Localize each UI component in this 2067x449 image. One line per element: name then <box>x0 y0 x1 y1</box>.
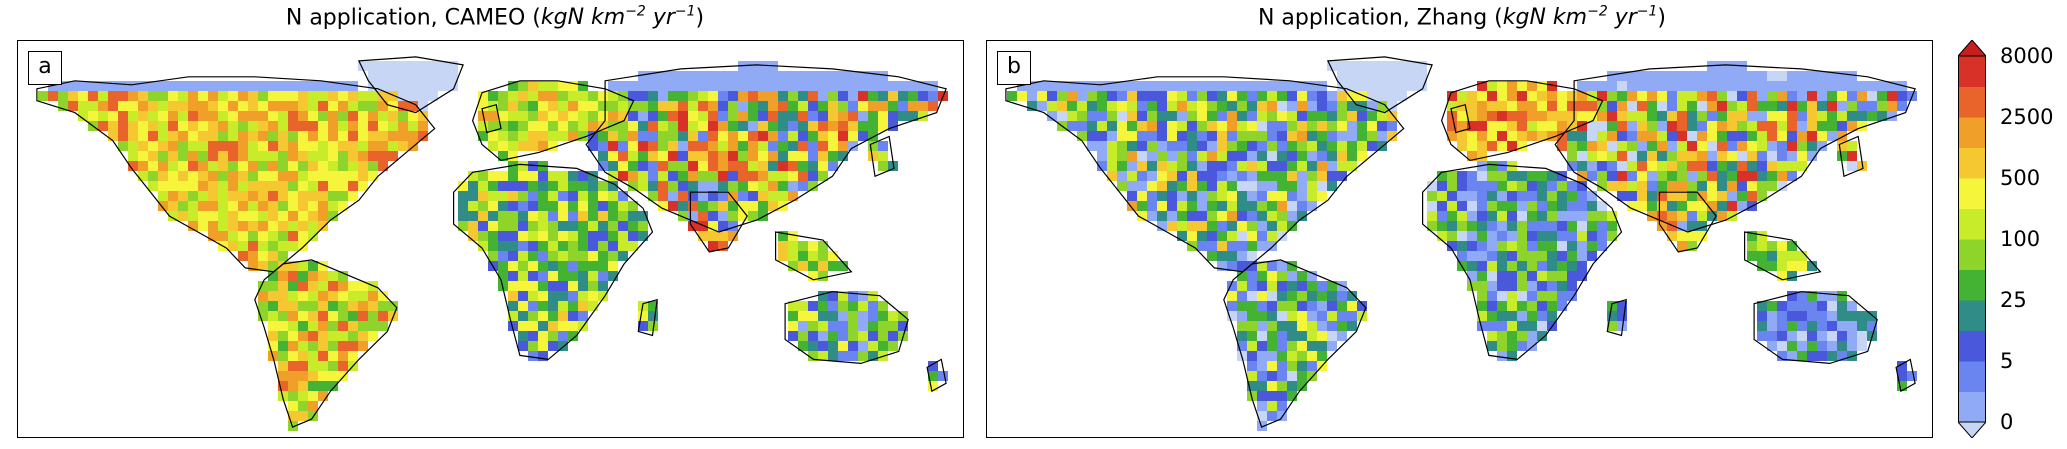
colorbar-segment <box>1958 239 1986 270</box>
coastline <box>453 163 654 361</box>
coastline <box>774 231 853 281</box>
colorbar-segment <box>1958 56 1986 87</box>
coastline <box>1658 191 1717 253</box>
colorbar-tick-label: 500 <box>2000 166 2041 190</box>
colorbar-segment <box>1958 147 1986 179</box>
colorbar-tick-label: 8000 <box>2000 44 2054 68</box>
coastline <box>1838 135 1864 178</box>
map-grid-cells <box>1007 61 1917 431</box>
colorbar-segment <box>1958 300 1986 331</box>
coastline <box>471 80 635 162</box>
colorbar-tick-label: 2500 <box>2000 105 2054 129</box>
coastline <box>926 358 947 393</box>
coastline <box>585 64 947 233</box>
world-map-cameo <box>36 56 948 431</box>
coastline <box>357 56 464 114</box>
coastline <box>869 135 895 178</box>
coastline <box>1440 80 1604 162</box>
colorbar-segment <box>1958 391 1986 423</box>
coastline <box>689 191 748 253</box>
colorbar-segment <box>1958 208 1986 240</box>
panel-letter-a: a <box>28 51 62 85</box>
coastline <box>1422 163 1623 361</box>
coastline <box>254 259 398 428</box>
coastline <box>1753 291 1878 365</box>
colorbar-extend-max <box>1958 40 1986 57</box>
map-panel-b: b <box>986 40 1933 438</box>
colorbar-segment <box>1958 86 1986 118</box>
coastline <box>36 76 436 273</box>
coastline <box>1223 259 1367 428</box>
panel-letter-b: b <box>997 51 1031 85</box>
colorbar-segment <box>1958 330 1986 362</box>
colorbar-tick-label: 25 <box>2000 288 2027 312</box>
colorbar-segment <box>1958 361 1986 392</box>
colorbar-outline <box>1958 55 1986 423</box>
map-panel-a: a <box>17 40 964 438</box>
colorbar-segment <box>1958 117 1986 148</box>
colorbar-tick-label: 100 <box>2000 227 2041 251</box>
coastline <box>1005 76 1405 273</box>
coastline <box>1895 358 1916 393</box>
panel-a-title: N application, CAMEO (kgN km−2 yr−1) <box>285 4 705 31</box>
coastline <box>637 298 658 337</box>
coastline <box>784 291 909 365</box>
coastline <box>1326 56 1433 114</box>
coastline <box>481 103 502 134</box>
colorbar-tick-label: 0 <box>2000 410 2014 434</box>
panel-b-title: N application, Zhang (kgN km−2 yr−1) <box>1257 4 1667 31</box>
coastline <box>1554 64 1916 233</box>
map-grid-cells <box>38 61 948 431</box>
coastline <box>1606 298 1627 337</box>
coastline <box>1450 103 1471 134</box>
colorbar-extend-min <box>1958 421 1986 438</box>
colorbar-tick-label: 5 <box>2000 349 2014 373</box>
colorbar-segment <box>1958 269 1986 301</box>
colorbar <box>1958 40 1986 438</box>
coastline <box>1743 231 1822 281</box>
world-map-zhang <box>1005 56 1917 431</box>
colorbar-segment <box>1958 178 1986 209</box>
